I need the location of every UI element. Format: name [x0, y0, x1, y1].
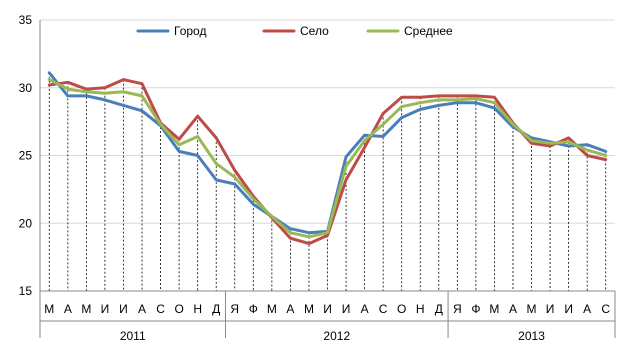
- x-tick-label: А: [583, 302, 591, 316]
- x-tick-label: М: [489, 302, 499, 316]
- y-tick-label: 25: [19, 149, 33, 163]
- x-tick-label: М: [81, 302, 91, 316]
- x-tick-label: И: [546, 302, 555, 316]
- x-tick-label: А: [361, 302, 369, 316]
- year-label: 2013: [518, 329, 545, 342]
- x-tick-label: И: [119, 302, 128, 316]
- legend: Город Село Среднее: [136, 24, 453, 38]
- x-tick-label: Я: [453, 302, 462, 316]
- x-tick-label: А: [509, 302, 517, 316]
- x-tick-label: О: [174, 302, 183, 316]
- legend-label: Город: [174, 24, 206, 38]
- x-tick-label: М: [527, 302, 537, 316]
- y-tick-label: 20: [19, 216, 33, 230]
- x-tick-label: С: [156, 302, 165, 316]
- x-tick-label: М: [267, 302, 277, 316]
- year-label: 2011: [120, 329, 146, 342]
- x-tick-label: Н: [416, 302, 425, 316]
- series-layer: [47, 71, 608, 246]
- x-tick-label: О: [397, 302, 406, 316]
- x-tick-label: М: [44, 302, 54, 316]
- x-tick-label: И: [342, 302, 351, 316]
- year-label: 2012: [323, 329, 350, 342]
- y-tick-label: 15: [19, 284, 33, 298]
- x-tick-label: М: [304, 302, 314, 316]
- y-tick-label: 35: [19, 13, 33, 27]
- x-tick-label: А: [286, 302, 294, 316]
- series-line-Город: [47, 71, 608, 235]
- x-tick-label: Д: [435, 302, 443, 316]
- series-line-Село: [47, 78, 608, 246]
- x-tick-label: С: [379, 302, 388, 316]
- x-tick-label: А: [64, 302, 72, 316]
- x-tick-label: Н: [193, 302, 202, 316]
- x-tick-label: С: [601, 302, 610, 316]
- x-tick-label: И: [101, 302, 110, 316]
- y-tick-label: 30: [19, 81, 33, 95]
- x-tick-label: И: [564, 302, 573, 316]
- x-tick-label: И: [323, 302, 332, 316]
- x-tick-label: Ф: [471, 302, 480, 316]
- legend-label: Среднее: [404, 24, 453, 38]
- series-line-Среднее: [47, 78, 608, 239]
- x-tick-label: Я: [230, 302, 239, 316]
- x-tick-label: А: [138, 302, 146, 316]
- grid-layer: [40, 19, 615, 291]
- x-tick-label: Ф: [249, 302, 258, 316]
- legend-label: Село: [300, 24, 329, 38]
- x-tick-label: Д: [212, 302, 220, 316]
